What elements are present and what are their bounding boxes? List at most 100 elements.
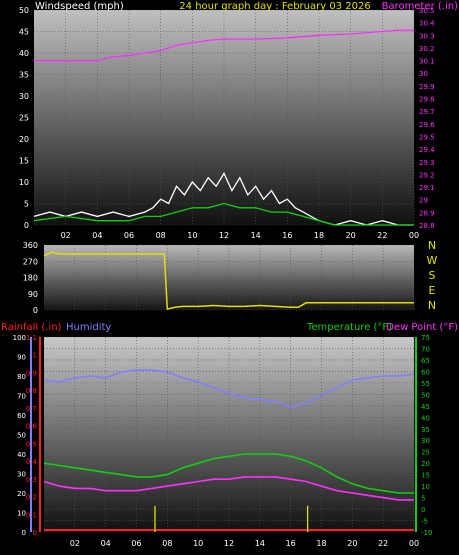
windspeed-tick-label: 10	[19, 178, 29, 187]
time-tick-label: 14	[255, 539, 265, 548]
barometer-tick-label: 28.9	[419, 209, 435, 217]
barometer-tick-label: 30.5	[419, 7, 435, 15]
humidity-tick-label: 10	[17, 510, 26, 518]
direction-tick-label: 0	[33, 306, 38, 315]
series-line	[43, 476, 414, 501]
rainfall-tick-label: 0.4	[26, 458, 38, 466]
dewpoint-axis-label: Dew Point (°F)	[386, 322, 458, 333]
rainfall-axis: 0 0.1 0.2 0.3 0.4 0.5 0.6 0.7 0.8 0.9 1 1.1	[26, 334, 38, 537]
direction-tick-label: 90	[28, 290, 38, 299]
temperature-tick-label: -10	[421, 529, 432, 537]
time-tick-label: 06	[124, 231, 134, 240]
time-tick-label: 06	[131, 539, 141, 548]
humidity-axis: 0 10 20 30 40 50 60 70 80 90 100	[13, 334, 26, 537]
rainfall-tick-label: 0.9	[26, 369, 37, 377]
temperature-tick-label: 10	[421, 483, 430, 491]
time-tick-label: 10	[193, 539, 203, 548]
rainfall-tick-label: 0.7	[26, 405, 37, 413]
time-tick-label: 00	[409, 539, 419, 548]
series-line	[43, 251, 414, 311]
barometer-tick-label: 29.5	[419, 133, 435, 141]
wind-barometer-series	[33, 29, 414, 226]
time-tick-label: 02	[61, 231, 71, 240]
time-tick-label: 20	[346, 231, 356, 240]
temperature-humidity-series	[43, 369, 415, 532]
time-tick-label: 04	[92, 231, 102, 240]
compass-label: N	[428, 239, 436, 252]
barometer-tick-label: 29.9	[419, 83, 435, 91]
series-line	[43, 369, 415, 409]
time-tick-label: 00	[409, 231, 419, 240]
windspeed-tick-label: 40	[19, 49, 29, 58]
barometer-tick-label: 30.1	[419, 58, 435, 66]
compass-label: S	[429, 269, 436, 282]
temperature-tick-label: 35	[421, 426, 430, 434]
time-tick-label: 20	[347, 539, 357, 548]
time-tick-label: 08	[162, 539, 172, 548]
time-tick-label: 16	[286, 539, 296, 548]
temperature-tick-label: 25	[421, 449, 430, 457]
windspeed-tick-label: 0	[24, 221, 29, 230]
windspeed-tick-label: 50	[19, 6, 29, 15]
humidity-tick-label: 80	[17, 373, 26, 381]
compass-label: E	[429, 284, 436, 297]
windspeed-tick-label: 5	[24, 200, 29, 209]
time-tick-label: 10	[187, 231, 197, 240]
time-tick-label: 22	[378, 539, 388, 548]
wind-speed-axis: 0 5 10 15 20 25 30 35 40 45 50	[19, 6, 29, 230]
time-tick-label: 08	[156, 231, 166, 240]
humidity-tick-label: 20	[17, 490, 26, 498]
temperature-tick-label: 40	[421, 414, 430, 422]
time-tick-label: 18	[316, 539, 326, 548]
rainfall-tick-label: 0.8	[26, 387, 37, 395]
time-tick-label: 14	[251, 231, 261, 240]
temperature-tick-label: 75	[421, 334, 430, 342]
temperature-tick-label: 5	[421, 495, 425, 503]
humidity-axis-label: Humidity	[66, 322, 111, 333]
rainfall-tick-label: 0.6	[26, 423, 38, 431]
direction-tick-label: 360	[23, 241, 38, 250]
rainfall-tick-label: 0.3	[26, 476, 37, 484]
series-line	[43, 453, 414, 494]
rainfall-axis-label: Rainfall (.in)	[1, 322, 62, 333]
temperature-tick-label: 65	[421, 357, 430, 365]
barometer-tick-label: 29	[419, 197, 428, 205]
wind-time-axis: 02 04 06 08 10 12 14 16 18 20 22 00	[61, 231, 420, 240]
chart-title: 24 hour graph day : February 03 2026	[179, 1, 370, 12]
direction-tick-label: 180	[23, 274, 38, 283]
rainfall-tick-label: 0.5	[26, 440, 37, 448]
temperature-tick-label: -5	[421, 518, 428, 526]
temperature-axis-label: Temperature (°F)	[306, 322, 392, 333]
temperature-tick-label: 0	[421, 506, 425, 514]
time-tick-label: 12	[219, 231, 229, 240]
humidity-tick-label: 40	[17, 451, 26, 459]
barometer-tick-label: 30.4	[419, 20, 435, 28]
time-tick-label: 12	[224, 539, 234, 548]
barometer-tick-label: 30	[419, 70, 428, 78]
rainfall-tick-label: 0	[33, 529, 37, 537]
wind-direction-series	[43, 251, 414, 311]
humidity-tick-label: 70	[17, 393, 26, 401]
temperature-tick-label: 70	[421, 345, 430, 353]
windspeed-axis-label: Windspeed (mph)	[35, 1, 124, 12]
windspeed-tick-label: 15	[19, 157, 29, 166]
direction-axis: 0 90 180 270 360	[23, 241, 38, 315]
barometer-axis: 28.8 28.9 29 29.1 29.2 29.3 29.4 29.5 29.6 29.7 29…	[419, 7, 435, 230]
time-tick-label: 02	[70, 539, 80, 548]
temperature-humidity-panel: 0 0.1 0.2 0.3 0.4 0.5 0.6 0.7 0.8 0.9 1 1.1 0 10 20 30…	[1, 322, 458, 548]
compass-label: N	[428, 299, 436, 312]
series-line	[33, 202, 414, 226]
barometer-tick-label: 29.6	[419, 121, 435, 129]
windspeed-tick-label: 35	[19, 71, 29, 80]
barometer-tick-label: 29.1	[419, 184, 435, 192]
barometer-tick-label: 30.2	[419, 45, 435, 53]
direction-tick-label: 270	[23, 257, 38, 266]
barometer-tick-label: 29.7	[419, 108, 435, 116]
temperature-tick-label: 30	[421, 437, 430, 445]
windspeed-tick-label: 25	[19, 114, 29, 123]
compass-label: W	[427, 254, 438, 267]
humidity-tick-label: 30	[17, 471, 26, 479]
